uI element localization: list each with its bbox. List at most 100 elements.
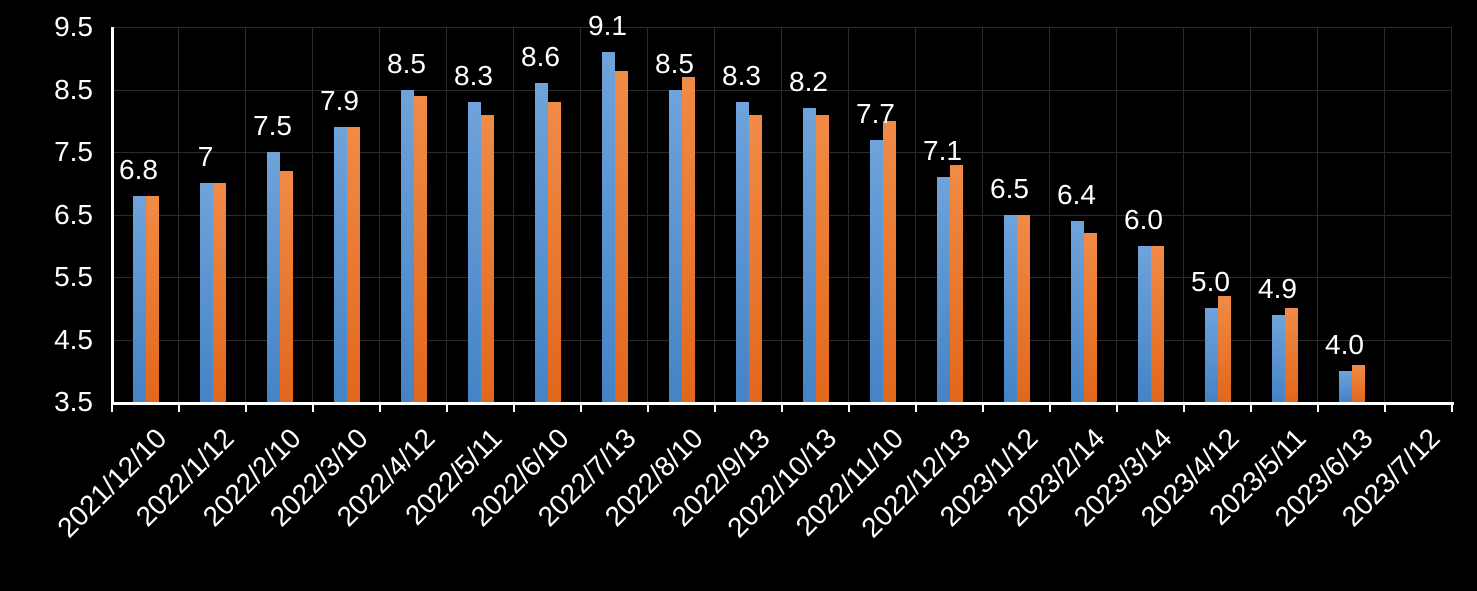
data-label: 7.5 xyxy=(253,110,292,141)
blue-bar xyxy=(1338,370,1352,402)
data-label: 7 xyxy=(197,141,214,173)
data-label: 7.7 xyxy=(856,97,895,129)
orange-bar xyxy=(882,120,896,402)
orange-bar xyxy=(480,114,494,402)
x-axis-line xyxy=(111,402,1454,405)
blue-bar xyxy=(199,183,213,402)
x-axis-tick xyxy=(1250,404,1252,412)
blue-bar xyxy=(1070,220,1084,402)
plot-area: 6.8 7 7.5 7.9 8.5 8.3 8.6 9.1 8.5 8.3 8.2 7.7 7.1 6.5… xyxy=(112,12,1452,402)
vertical-gridline xyxy=(714,27,715,402)
data-label: 6.8 xyxy=(119,153,158,185)
data-label: 4.9 xyxy=(1258,272,1297,304)
orange-bar xyxy=(1284,308,1298,402)
orange-bar xyxy=(748,114,762,402)
vertical-gridline xyxy=(580,27,581,402)
orange-bar xyxy=(547,102,561,402)
y-axis-label: 9.5 xyxy=(54,11,93,42)
orange-bar xyxy=(145,195,159,402)
vertical-gridline xyxy=(1116,27,1117,402)
x-axis-tick xyxy=(446,404,448,412)
vertical-gridline xyxy=(1451,27,1452,402)
data-label: 8.3 xyxy=(454,60,493,91)
vertical-gridline xyxy=(781,27,782,402)
vertical-gridline xyxy=(647,27,648,402)
blue-bar xyxy=(735,102,749,402)
data-label: 7.1 xyxy=(923,135,962,166)
vertical-gridline xyxy=(1049,27,1050,402)
y-axis-label: 8.5 xyxy=(54,73,93,105)
orange-bar xyxy=(1150,245,1164,402)
x-axis-tick xyxy=(245,404,247,412)
orange-bar xyxy=(1016,214,1030,402)
vertical-gridline xyxy=(848,27,849,402)
x-axis-tick xyxy=(982,404,984,412)
data-label: 8.2 xyxy=(789,66,828,98)
data-label: 8.3 xyxy=(722,60,761,91)
data-label: 6.5 xyxy=(990,172,1029,204)
vertical-gridline xyxy=(915,27,916,402)
horizontal-gridline xyxy=(114,214,1452,216)
data-label: 5.0 xyxy=(1191,266,1230,298)
vertical-gridline xyxy=(178,27,179,402)
horizontal-gridline xyxy=(114,89,1452,91)
blue-bar xyxy=(1271,314,1285,402)
orange-bar xyxy=(949,164,963,402)
y-axis-line xyxy=(111,27,114,405)
orange-bar xyxy=(614,70,628,402)
blue-bar xyxy=(534,83,548,402)
vertical-gridline xyxy=(513,27,514,402)
x-axis-tick xyxy=(915,404,917,412)
data-label: 8.5 xyxy=(655,47,694,79)
blue-bar xyxy=(936,177,950,402)
x-axis-tick xyxy=(1116,404,1118,412)
x-axis-tick xyxy=(714,404,716,412)
blue-bar xyxy=(601,52,615,402)
x-axis-tick xyxy=(312,404,314,412)
x-axis-tick xyxy=(379,404,381,412)
x-axis-tick xyxy=(580,404,582,412)
vertical-gridline xyxy=(982,27,983,402)
data-label: 4.0 xyxy=(1325,328,1364,360)
vertical-gridline xyxy=(1183,27,1184,402)
orange-bar xyxy=(1351,364,1365,402)
blue-bar xyxy=(1204,308,1218,402)
x-axis-tick xyxy=(1451,404,1453,412)
vertical-gridline xyxy=(1384,27,1385,402)
blue-bar xyxy=(668,89,682,402)
vertical-gridline xyxy=(312,27,313,402)
x-axis-tick xyxy=(781,404,783,412)
data-label: 6.4 xyxy=(1057,178,1096,210)
orange-bar xyxy=(413,95,427,402)
x-axis-tick xyxy=(1183,404,1185,412)
horizontal-gridline xyxy=(114,339,1452,341)
blue-bar xyxy=(400,89,414,402)
data-label: 8.6 xyxy=(521,41,560,73)
blue-bar xyxy=(266,152,280,402)
blue-bar xyxy=(132,195,146,402)
x-axis-tick xyxy=(1317,404,1319,412)
vertical-gridline xyxy=(1250,27,1251,402)
x-axis-tick xyxy=(647,404,649,412)
x-axis-tick xyxy=(513,404,515,412)
data-label: 6.0 xyxy=(1124,203,1163,235)
orange-bar xyxy=(346,127,360,402)
x-axis-tick xyxy=(1049,404,1051,412)
blue-bar xyxy=(1003,214,1017,402)
x-axis-tick xyxy=(848,404,850,412)
y-axis-label: 3.5 xyxy=(54,386,93,417)
x-axis-tick xyxy=(111,404,113,412)
blue-bar xyxy=(802,108,816,402)
x-axis-tick xyxy=(1384,404,1386,412)
orange-bar xyxy=(212,183,226,402)
blue-bar xyxy=(467,102,481,402)
orange-bar xyxy=(1217,295,1231,402)
horizontal-gridline xyxy=(114,152,1452,153)
y-axis-label: 5.5 xyxy=(54,261,93,292)
blue-bar xyxy=(333,127,347,402)
blue-bar xyxy=(1137,245,1151,402)
y-axis-label: 6.5 xyxy=(54,198,93,230)
data-label: 9.1 xyxy=(588,10,627,41)
horizontal-gridline xyxy=(114,277,1452,278)
